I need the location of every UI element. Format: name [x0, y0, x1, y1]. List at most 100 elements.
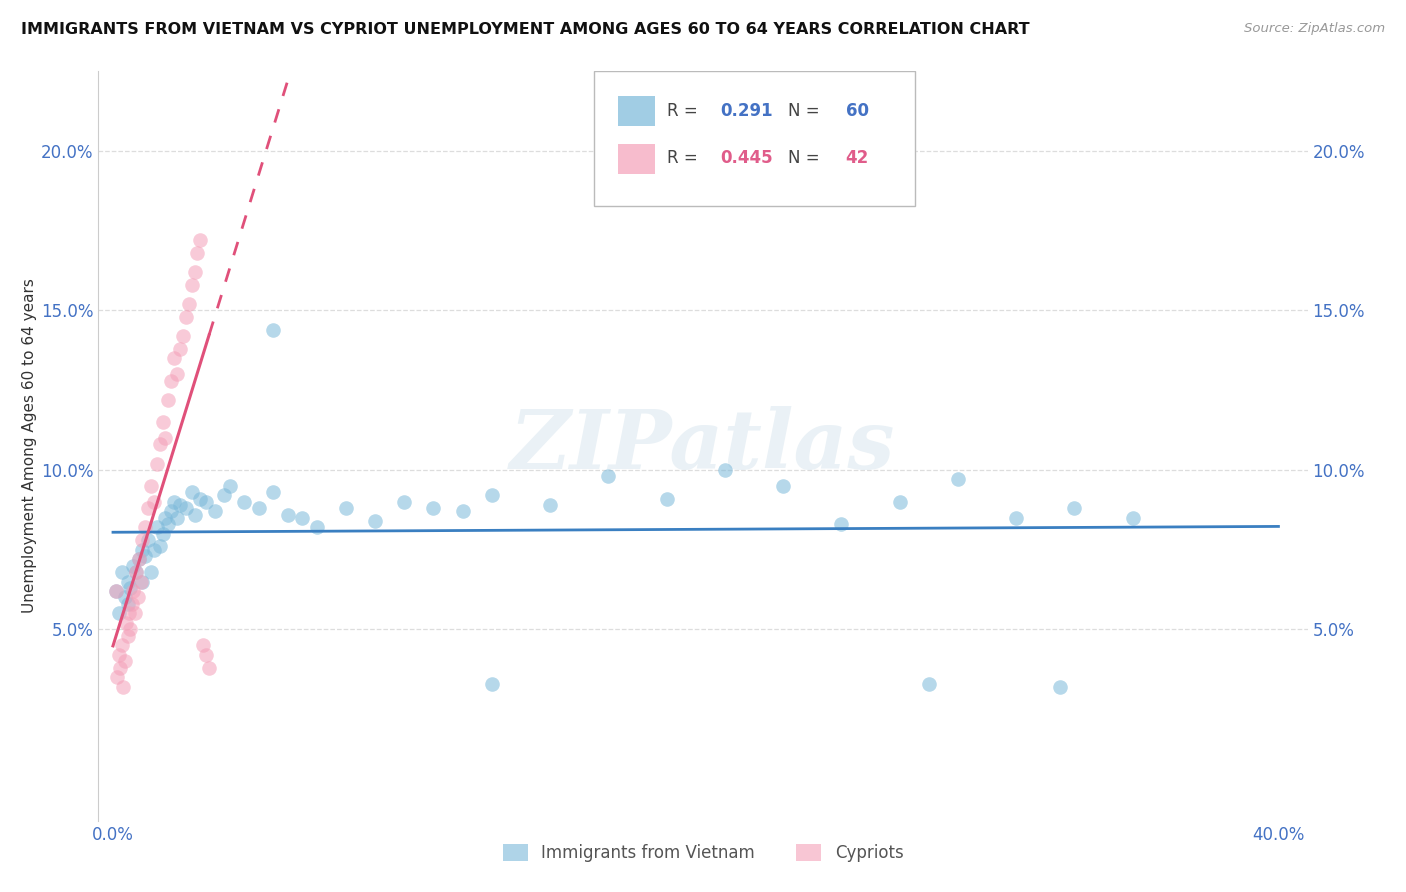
Point [131, 542, 153, 557]
Point [1049, 680, 1071, 694]
Point [247, 501, 270, 516]
Legend: Immigrants from Vietnam, Cypriots: Immigrants from Vietnam, Cypriots [496, 837, 910, 869]
Point [163, 351, 186, 366]
Point [277, 508, 299, 522]
Point [169, 342, 191, 356]
Point [714, 463, 737, 477]
Point [538, 498, 561, 512]
Point [157, 392, 180, 407]
Text: 42: 42 [845, 149, 869, 167]
Point [180, 485, 202, 500]
Y-axis label: Unemployment Among Ages 60 to 64 years: Unemployment Among Ages 60 to 64 years [22, 278, 38, 614]
Point [364, 514, 387, 528]
Point [190, 491, 212, 506]
Point [149, 540, 172, 554]
Point [105, 670, 128, 684]
Point [145, 520, 167, 534]
Point [291, 510, 314, 524]
Point [111, 565, 134, 579]
Point [193, 638, 215, 652]
Point [139, 479, 162, 493]
Point [157, 517, 180, 532]
Point [121, 597, 143, 611]
Point [174, 310, 197, 324]
Text: Source: ZipAtlas.com: Source: ZipAtlas.com [1244, 22, 1385, 36]
Point [128, 552, 150, 566]
Point [166, 368, 188, 382]
Point [1122, 510, 1144, 524]
Point [108, 607, 131, 621]
Point [122, 584, 145, 599]
Point [394, 495, 416, 509]
Point [120, 623, 142, 637]
Text: N =: N = [787, 149, 824, 167]
Point [104, 584, 127, 599]
Point [136, 533, 159, 547]
Point [117, 574, 139, 589]
Bar [619, 96, 655, 126]
Point [183, 508, 205, 522]
Point [160, 504, 183, 518]
Point [598, 469, 620, 483]
Point [830, 517, 852, 532]
Point [118, 607, 141, 621]
Point [111, 638, 134, 652]
Point [190, 233, 212, 247]
Text: ZIPatlas: ZIPatlas [510, 406, 896, 486]
Point [131, 574, 153, 589]
Point [1063, 501, 1085, 516]
Point [145, 457, 167, 471]
Point [155, 510, 177, 524]
Point [139, 565, 162, 579]
Text: N =: N = [787, 102, 824, 120]
Point [149, 437, 172, 451]
Point [152, 526, 174, 541]
FancyBboxPatch shape [595, 71, 915, 206]
Point [174, 501, 197, 516]
Point [125, 565, 148, 579]
Point [134, 549, 156, 563]
Point [114, 591, 136, 605]
Point [889, 495, 911, 509]
Text: R =: R = [666, 149, 703, 167]
Point [305, 520, 328, 534]
Point [114, 654, 136, 668]
Point [180, 277, 202, 292]
Point [946, 473, 969, 487]
Point [124, 607, 146, 621]
Point [481, 676, 503, 690]
Point [212, 488, 235, 502]
Text: 0.445: 0.445 [720, 149, 772, 167]
Point [335, 501, 357, 516]
Point [152, 415, 174, 429]
Point [155, 431, 177, 445]
Point [172, 329, 194, 343]
Bar [619, 144, 655, 174]
Point [104, 584, 127, 599]
Text: R =: R = [666, 102, 703, 120]
Point [125, 565, 148, 579]
Point [183, 265, 205, 279]
Point [422, 501, 444, 516]
Point [233, 495, 256, 509]
Point [262, 323, 284, 337]
Point [127, 591, 149, 605]
Point [186, 246, 208, 260]
Point [204, 504, 226, 518]
Point [481, 488, 503, 502]
Point [195, 495, 218, 509]
Point [163, 495, 186, 509]
Point [166, 510, 188, 524]
Point [1005, 510, 1028, 524]
Point [115, 615, 138, 630]
Point [136, 501, 159, 516]
Point [108, 648, 131, 662]
Point [117, 597, 139, 611]
Point [142, 495, 165, 509]
Point [134, 520, 156, 534]
Text: IMMIGRANTS FROM VIETNAM VS CYPRIOT UNEMPLOYMENT AMONG AGES 60 TO 64 YEARS CORREL: IMMIGRANTS FROM VIETNAM VS CYPRIOT UNEMP… [21, 22, 1029, 37]
Point [131, 533, 153, 547]
Point [195, 648, 218, 662]
Point [129, 574, 152, 589]
Point [218, 479, 240, 493]
